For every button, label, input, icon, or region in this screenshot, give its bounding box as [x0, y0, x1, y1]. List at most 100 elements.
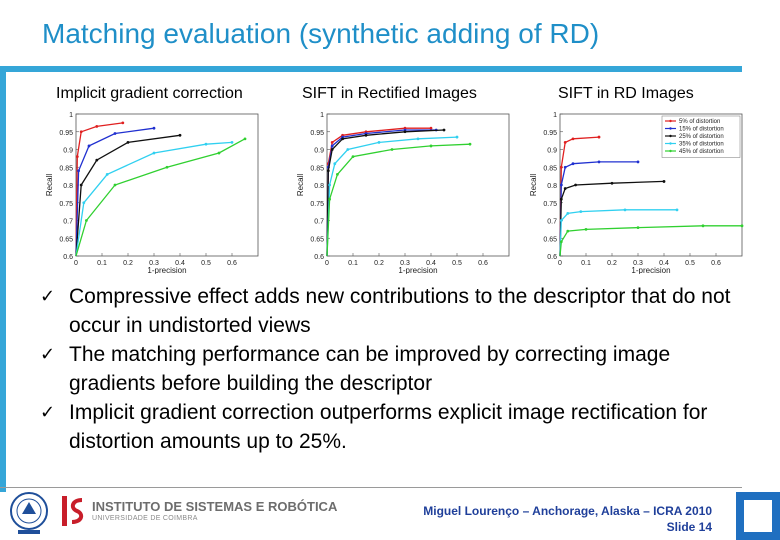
- x-tick-label: 0.3: [400, 260, 410, 267]
- y-tick-label: 0.9: [314, 148, 324, 155]
- series-point: [559, 183, 563, 187]
- y-tick-label: 0.85: [59, 165, 73, 172]
- series-point: [333, 162, 337, 166]
- y-tick-label: 0.9: [63, 148, 73, 155]
- y-tick-label: 0.65: [543, 236, 557, 243]
- x-tick-label: 0.2: [374, 260, 384, 267]
- y-tick-label: 0.75: [59, 201, 73, 208]
- bullet-item: ✓ Implicit gradient correction outperfor…: [40, 398, 740, 456]
- series-point: [563, 141, 567, 144]
- x-tick-label: 0.1: [97, 260, 107, 267]
- series-point: [346, 148, 350, 151]
- legend-marker: [669, 142, 672, 145]
- checkmark-icon: ✓: [40, 344, 56, 365]
- series-point: [87, 144, 91, 148]
- series-point: [178, 133, 182, 137]
- series-point: [623, 208, 627, 212]
- series-point: [326, 169, 330, 173]
- y-tick-label: 0.8: [547, 183, 557, 190]
- chart-sift-rectified: 0.6 0.65 0.7 0.75 0.8 0.85 0.9 0.95 1 0 0.1 0.2 0.3 0…: [296, 112, 510, 274]
- checkmark-icon: ✓: [40, 402, 56, 423]
- series-line-2: [559, 161, 638, 257]
- series-point: [662, 180, 666, 183]
- x-tick-label: 0.6: [227, 260, 237, 267]
- y-tick-label: 0.85: [543, 165, 557, 172]
- x-tick-label: 0.4: [175, 260, 185, 267]
- series-point: [105, 172, 109, 176]
- x-tick-label: 0.1: [581, 260, 591, 267]
- footer-divider: [0, 487, 742, 488]
- series-point: [559, 240, 563, 244]
- series-point: [328, 183, 331, 187]
- bullet-item: ✓ The matching performance can be improv…: [40, 340, 740, 398]
- series-point: [126, 141, 130, 144]
- x-tick-label: 0.2: [123, 260, 133, 267]
- series-point: [243, 137, 247, 141]
- x-tick-label: 0.5: [452, 260, 462, 267]
- bullet-list: ✓ Compressive effect adds new contributi…: [40, 282, 740, 456]
- chart-implicit-gradient: 0.6 0.65 0.7 0.75 0.8 0.85 0.9 0.95 1 0 0.1 0.2 0.3 0…: [45, 112, 259, 274]
- series-point: [351, 155, 355, 158]
- footer-corner-mark: [736, 492, 780, 540]
- series-point: [574, 183, 577, 187]
- series-point: [563, 187, 567, 190]
- series-point: [584, 227, 588, 231]
- legend-marker: [669, 119, 672, 123]
- footer-credits: Miguel Lourenço – Anchorage, Alaska – IC…: [423, 503, 712, 535]
- y-tick-label: 0.95: [59, 130, 73, 137]
- series-point: [364, 133, 368, 137]
- x-tick-label: 0: [74, 260, 78, 267]
- y-tick-label: 1: [553, 112, 557, 119]
- series-point: [165, 165, 169, 169]
- series-point: [455, 135, 459, 139]
- x-tick-label: 0: [325, 260, 329, 267]
- series-point: [610, 181, 614, 185]
- series-point: [204, 142, 208, 146]
- x-tick-label: 0.3: [633, 260, 643, 267]
- y-tick-label: 0.95: [543, 130, 557, 137]
- y-tick-label: 0.6: [547, 254, 557, 261]
- series-line-5: [75, 138, 246, 257]
- y-tick-label: 1: [69, 112, 73, 119]
- series-point: [390, 148, 394, 151]
- bullet-text: The matching performance can be improved…: [69, 343, 671, 395]
- series-point: [559, 197, 563, 201]
- series-point: [377, 141, 381, 144]
- y-tick-label: 0.7: [63, 219, 73, 226]
- university-name: UNIVERSIDADE DE COIMBRA: [92, 515, 198, 522]
- series-point: [330, 144, 334, 148]
- y-axis-label: Recall: [45, 174, 54, 196]
- title-underline-bar: [0, 66, 742, 72]
- series-point: [579, 210, 583, 214]
- series-point: [429, 144, 433, 148]
- legend-marker: [669, 149, 672, 153]
- series-point: [95, 158, 99, 162]
- series-point: [636, 160, 640, 164]
- series-point: [701, 224, 705, 228]
- footer-author: Miguel Lourenço – Anchorage, Alaska – IC…: [423, 504, 712, 518]
- y-tick-label: 0.7: [314, 219, 324, 226]
- series-point: [121, 121, 125, 125]
- series-point: [740, 224, 744, 228]
- series-point: [77, 169, 80, 173]
- x-tick-label: 0.5: [685, 260, 695, 267]
- plot-caption-rd: SIFT in RD Images: [558, 85, 694, 102]
- x-tick-label: 0.4: [426, 260, 436, 267]
- series-point: [597, 135, 601, 139]
- series-point: [597, 160, 601, 164]
- y-tick-label: 0.65: [59, 236, 73, 243]
- isr-logo-icon: [62, 496, 84, 526]
- y-tick-label: 0.65: [310, 236, 324, 243]
- plot-area: [75, 113, 259, 257]
- series-point: [341, 137, 344, 141]
- series-point: [328, 197, 331, 201]
- series-point: [468, 142, 472, 146]
- y-axis-label: Recall: [296, 174, 305, 196]
- series-point: [563, 165, 567, 169]
- y-axis-label: Recall: [529, 174, 538, 196]
- series-point: [566, 212, 570, 215]
- series-line-4: [75, 141, 233, 257]
- series-point: [330, 148, 334, 151]
- series-point: [330, 141, 334, 144]
- bullet-text: Implicit gradient correction outperforms…: [69, 401, 708, 453]
